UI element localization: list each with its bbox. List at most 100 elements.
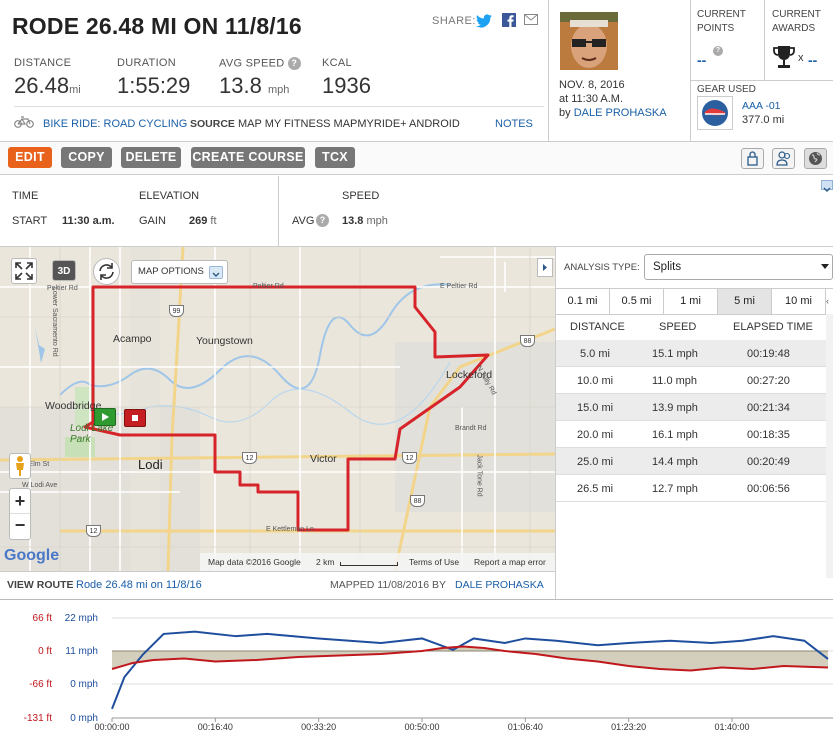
elevation-fill <box>112 646 828 671</box>
table-row[interactable]: 26.5 mi 12.7 mph 00:06:56 <box>556 475 826 502</box>
divider <box>691 80 833 81</box>
table-row[interactable]: 25.0 mi 14.4 mph 00:20:49 <box>556 448 826 475</box>
twitter-icon[interactable] <box>476 14 492 28</box>
expand-summary-button[interactable] <box>821 180 833 192</box>
park-label: Lodi Lake Park <box>70 423 114 445</box>
stat-label: AVG SPEED <box>219 57 285 70</box>
right-axis-tick-label: 22 mph <box>65 613 98 624</box>
cell-elapsed: 00:19:48 <box>747 348 790 360</box>
divider <box>556 314 833 315</box>
public-button[interactable] <box>804 148 827 169</box>
table-row[interactable]: 10.0 mi 11.0 mph 00:27:20 <box>556 367 826 394</box>
road-label: Jack Tone Rd <box>475 454 483 497</box>
right-axis-tick-label: 0 mph <box>70 713 98 724</box>
divider <box>278 176 279 247</box>
awards-x: x <box>798 52 804 64</box>
user-name-link[interactable]: DALE PROHASKA <box>573 107 667 119</box>
mapped-by-link[interactable]: DALE PROHASKA <box>455 579 544 591</box>
chevron-down-icon <box>209 266 223 279</box>
start-marker[interactable] <box>94 408 116 426</box>
x-tick-label: 00:50:00 <box>404 722 439 732</box>
cell-distance: 26.5 mi <box>577 483 614 495</box>
place-label: Victor <box>310 453 337 465</box>
fullscreen-button[interactable] <box>11 258 37 284</box>
lock-button[interactable] <box>741 148 764 169</box>
stat-label: DURATION <box>117 57 177 69</box>
zoom-in-button[interactable]: + <box>10 489 30 514</box>
edit-button[interactable]: EDIT <box>8 147 52 168</box>
create-course-button[interactable]: CREATE COURSE <box>191 147 305 168</box>
help-icon[interactable]: ? <box>713 46 723 56</box>
stat-value: 1:55:29 <box>117 73 191 98</box>
tab-scroll-right[interactable]: ‹ <box>826 296 829 306</box>
analysis-type-select[interactable]: Splits <box>644 254 833 280</box>
facebook-icon[interactable] <box>502 13 516 27</box>
3d-button[interactable]: 3D <box>52 260 76 281</box>
zoom-out-button[interactable]: − <box>14 515 26 535</box>
highway-shield: 12 <box>242 452 257 464</box>
activity-type-link[interactable]: BIKE RIDE: ROAD CYCLING <box>43 118 188 130</box>
avatar[interactable] <box>560 12 618 70</box>
table-row[interactable]: 20.0 mi 16.1 mph 00:18:35 <box>556 421 826 448</box>
mapped-label: MAPPED 11/08/2016 BY <box>330 579 446 591</box>
email-icon[interactable] <box>524 14 538 25</box>
map-canvas[interactable] <box>0 247 555 571</box>
elevation-speed-chart[interactable]: 66 ft 0 ft -66 ft -131 ft 22 mph 11 mph 0 mph 0… <box>0 600 833 734</box>
highway-shield: 12 <box>402 452 417 464</box>
view-route-label: VIEW ROUTE <box>7 579 74 591</box>
analysis-panel <box>555 247 833 599</box>
table-scrollbar[interactable] <box>826 314 833 578</box>
date-text: NOV. 8, 2016 <box>559 79 625 91</box>
finish-marker[interactable] <box>124 409 146 427</box>
notes-link[interactable]: NOTES <box>495 118 533 130</box>
highway-shield: 12 <box>86 525 101 537</box>
divider <box>764 0 765 80</box>
copy-button[interactable]: COPY <box>61 147 112 168</box>
table-row[interactable]: 5.0 mi 15.1 mph 00:19:48 <box>556 340 826 367</box>
time-label: TIME <box>12 190 39 202</box>
delete-button[interactable]: DELETE <box>121 147 181 168</box>
cell-distance: 10.0 mi <box>577 375 614 387</box>
tab-0-5-mi[interactable]: 0.5 mi <box>610 289 664 314</box>
cell-speed: 12.7 mph <box>652 483 698 495</box>
tab-0-1-mi[interactable]: 0.1 mi <box>556 289 610 314</box>
tab-5-mi[interactable]: 5 mi <box>718 289 772 314</box>
gain-value: 269 <box>189 215 208 227</box>
bicycle-icon <box>14 116 34 128</box>
google-logo: Google <box>4 547 60 564</box>
tab-10-mi[interactable]: 10 mi <box>772 289 826 314</box>
cell-elapsed: 00:27:20 <box>747 375 790 387</box>
gear-name-link[interactable]: AAA -01 <box>742 100 781 112</box>
map-scale-bar <box>340 562 398 566</box>
help-icon[interactable]: ? <box>316 214 329 227</box>
cell-distance: 15.0 mi <box>577 402 614 414</box>
report-map-error-link[interactable]: Report a map error <box>474 557 546 567</box>
collapse-panel-button[interactable] <box>537 258 553 277</box>
map-attribution-bar <box>200 553 555 571</box>
speed-series-line <box>111 630 829 710</box>
map-options-label: MAP OPTIONS <box>138 266 204 277</box>
cell-elapsed: 00:21:34 <box>747 402 790 414</box>
map-attribution: Map data ©2016 Google <box>208 557 301 567</box>
tcx-button[interactable]: TCX <box>315 147 355 168</box>
activity-date: NOV. 8, 2016 at 11:30 A.M. by DALE PROHA… <box>559 78 667 120</box>
divider <box>0 599 833 600</box>
help-icon[interactable]: ? <box>287 57 301 70</box>
table-row[interactable]: 15.0 mi 13.9 mph 00:21:34 <box>556 394 826 421</box>
left-axis-tick-label: 66 ft <box>33 613 53 624</box>
cell-speed: 15.1 mph <box>652 348 698 360</box>
place-label: Lockeford <box>446 369 493 381</box>
route-name-link[interactable]: Rode 26.48 mi on 11/8/16 <box>76 579 202 591</box>
cell-speed: 11.0 mph <box>652 375 698 387</box>
map-options-dropdown[interactable]: MAP OPTIONS <box>131 260 228 284</box>
friends-button[interactable] <box>772 148 795 169</box>
road-label: W Lodi Ave <box>22 482 58 489</box>
rotate-button[interactable] <box>93 258 120 285</box>
route-map[interactable]: 3D MAP OPTIONS Acampo Youngstown Lockefo… <box>0 247 555 571</box>
stat-distance: DISTANCE 26.48mi <box>14 57 81 99</box>
street-view-button[interactable] <box>9 453 31 479</box>
tab-1-mi[interactable]: 1 mi <box>664 289 718 314</box>
terms-link[interactable]: Terms of Use <box>409 557 460 567</box>
cell-distance: 5.0 mi <box>580 348 610 360</box>
analysis-type-label: ANALYSIS TYPE: <box>564 262 640 273</box>
